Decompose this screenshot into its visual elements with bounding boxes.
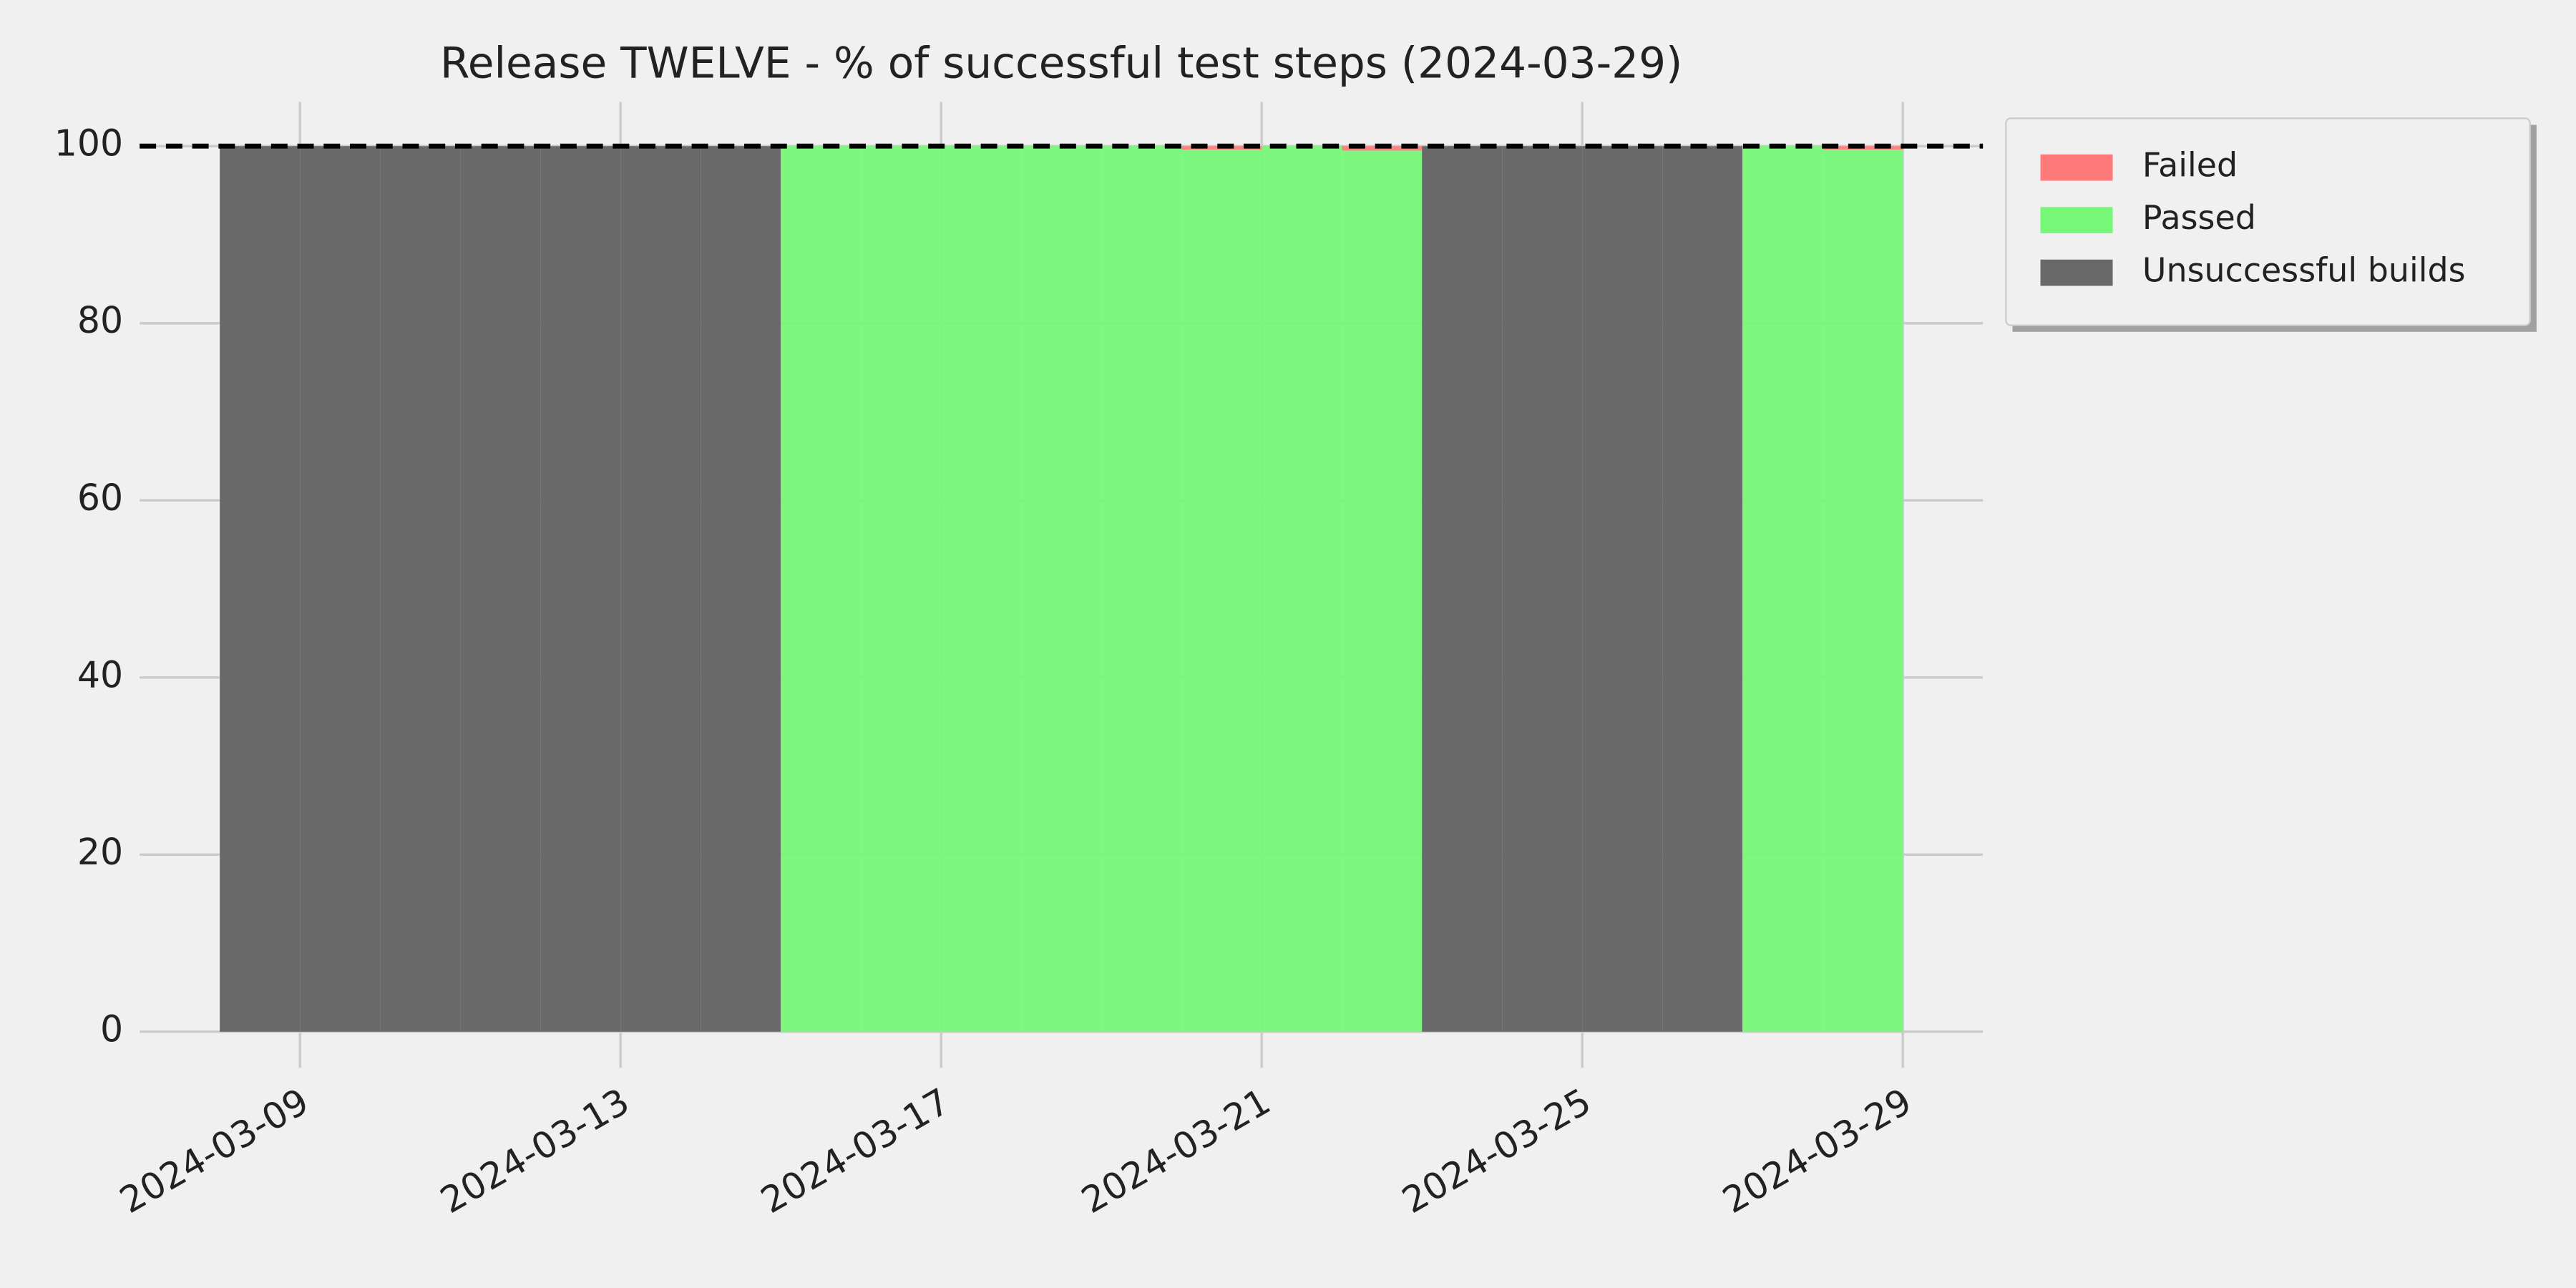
- legend-swatch: [2040, 259, 2113, 286]
- bar-segment: [380, 146, 461, 1032]
- bar-segment: [460, 146, 541, 1032]
- legend-label: Unsuccessful builds: [2142, 251, 2466, 290]
- bar-segment: [1181, 150, 1262, 1032]
- bar-segment: [220, 146, 301, 1032]
- bar-segment: [1823, 150, 1903, 1032]
- bar-segment: [861, 146, 942, 1032]
- bar-segment: [1582, 146, 1663, 1032]
- bar-segment: [1502, 146, 1583, 1032]
- y-tick-label: 20: [77, 831, 123, 873]
- y-tick-label: 60: [77, 477, 123, 519]
- bar-segment: [540, 146, 621, 1032]
- legend-swatch: [2040, 154, 2113, 181]
- y-tick-label: 100: [54, 122, 123, 165]
- bar-segment: [620, 146, 701, 1032]
- y-tick-label: 40: [77, 653, 123, 696]
- bar-segment: [1262, 146, 1342, 1032]
- bar-segment: [1662, 146, 1743, 1032]
- bar-segment: [701, 146, 781, 1032]
- bar-segment: [1422, 146, 1503, 1032]
- bar-segment: [1742, 146, 1823, 1032]
- legend-box: [2005, 117, 2531, 326]
- chart-title: Release TWELVE - % of successful test st…: [440, 39, 1682, 88]
- bar-segment: [941, 146, 1022, 1032]
- y-tick-label: 0: [100, 1008, 123, 1050]
- bar-segment: [781, 146, 862, 1032]
- bar-segment: [1021, 146, 1102, 1032]
- bar-segment: [300, 146, 381, 1032]
- legend-swatch: [2040, 207, 2113, 234]
- y-tick-label: 80: [77, 299, 123, 341]
- bar-segment: [1101, 146, 1182, 1032]
- bar-segment: [1342, 150, 1423, 1032]
- legend-label: Passed: [2142, 198, 2256, 237]
- legend-label: Failed: [2142, 146, 2238, 185]
